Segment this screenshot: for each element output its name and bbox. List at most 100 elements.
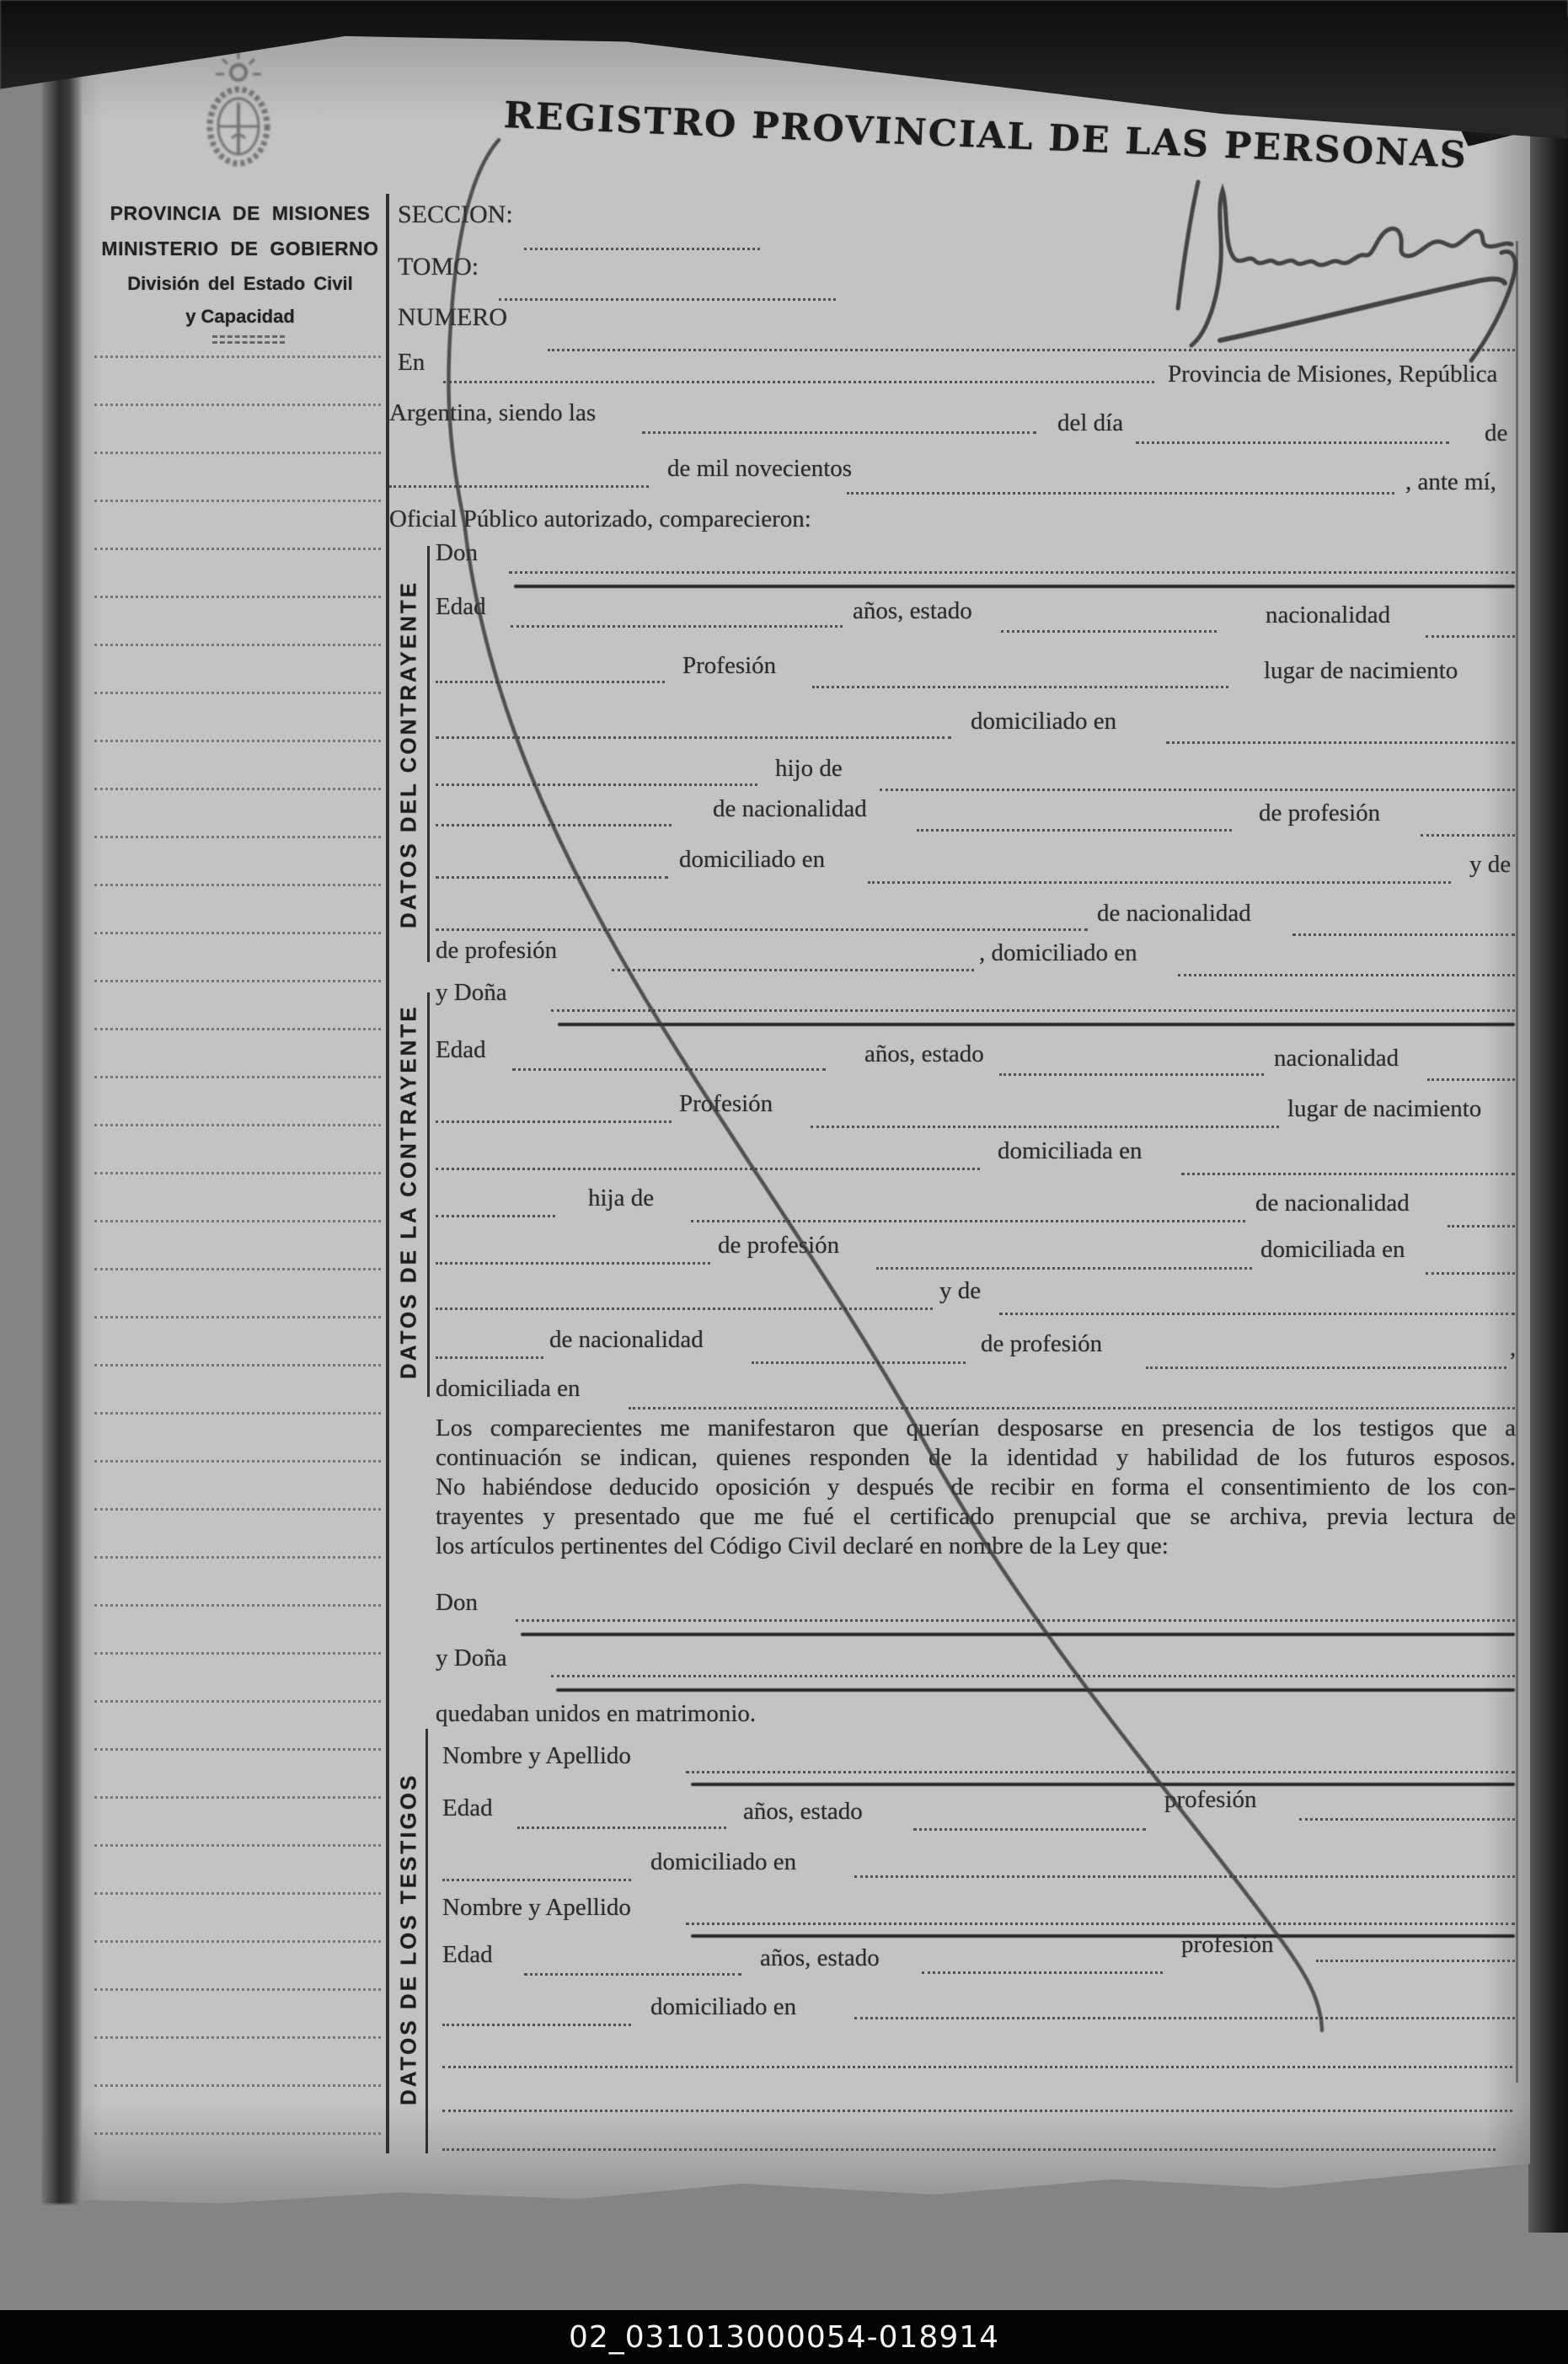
margin-note-line	[94, 1220, 381, 1222]
form-label: domiciliada en	[998, 1137, 1143, 1164]
form-label: nacionalidad	[1266, 602, 1391, 628]
margin-note-line	[94, 980, 381, 982]
blank-dotted-line	[436, 1308, 933, 1310]
margin-note-line	[94, 932, 381, 934]
blank-dotted-line	[1181, 1173, 1515, 1175]
form-label: de nacionalidad	[713, 795, 867, 822]
margin-note-line	[94, 2084, 381, 2087]
form-label: domiciliado en	[679, 846, 826, 873]
blank-dotted-line	[1426, 1272, 1515, 1275]
coat-of-arms-crest	[206, 52, 270, 167]
margin-note-line	[94, 1700, 381, 1703]
form-label: Edad	[442, 1941, 493, 1968]
blank-dotted-line	[629, 1407, 1515, 1409]
blank-dotted-line	[442, 2066, 1512, 2068]
margin-note-line	[94, 596, 381, 598]
blank-dotted-line	[642, 431, 1036, 434]
form-label: de nacionalidad	[1255, 1190, 1410, 1217]
blank-dotted-line	[880, 789, 1515, 791]
blank-dotted-line	[847, 492, 1394, 495]
scan-footer-bar: 02_031013000054-018914	[0, 2310, 1568, 2364]
blank-dotted-line	[436, 681, 665, 683]
letterhead-province: PROVINCIA DE MISIONES	[110, 202, 371, 224]
form-label: hijo de	[775, 755, 843, 782]
form-label: de profesión	[436, 937, 558, 964]
form-label: de nacionalidad	[1097, 900, 1251, 927]
blank-dotted-line	[517, 1826, 726, 1829]
name-rule-line	[556, 1688, 1515, 1692]
form-label: y de	[1469, 851, 1512, 878]
form-label: de	[1485, 420, 1508, 447]
form-label: Don	[436, 1589, 478, 1616]
form-label: domiciliada en	[436, 1375, 581, 1402]
margin-note-line	[94, 404, 381, 406]
book-binding-left	[42, 30, 81, 2204]
blank-dotted-line	[551, 1675, 1515, 1677]
letterhead-division: División del Estado Civil	[127, 273, 353, 294]
blank-dotted-line	[854, 2017, 1515, 2019]
blank-dotted-line	[1136, 441, 1449, 444]
blank-dotted-line	[436, 876, 668, 879]
blank-dotted-line	[436, 928, 1088, 931]
margin-note-line	[94, 1652, 381, 1655]
blank-dotted-line	[868, 881, 1451, 884]
blank-dotted-line	[436, 1262, 710, 1265]
blank-dotted-line	[811, 1126, 1279, 1128]
margin-note-line	[94, 1028, 381, 1030]
letterhead-capacidad: y Capacidad	[185, 306, 295, 327]
margin-note-line	[94, 548, 381, 550]
form-label: y Doña	[436, 1645, 507, 1671]
margin-note-line	[94, 1460, 381, 1463]
blank-dotted-line	[1001, 630, 1217, 633]
form-label: TOMO:	[398, 253, 479, 281]
margin-note-line	[94, 1316, 381, 1318]
annulment-diagonal-stroke	[447, 137, 1325, 2033]
blank-dotted-line	[524, 248, 760, 250]
form-label: de profesión	[1259, 800, 1381, 826]
form-label: quedaban unidos en matrimonio.	[436, 1700, 757, 1727]
name-rule-line	[558, 1023, 1515, 1026]
blank-dotted-line	[389, 485, 649, 488]
blank-dotted-line	[436, 784, 757, 786]
blank-dotted-line	[1146, 1367, 1506, 1369]
declaration-paragraph-line: los artículos pertinentes del Código Civ…	[436, 1532, 1169, 1559]
margin-note-line	[94, 1844, 381, 1847]
book-edge-right	[1528, 17, 1568, 2233]
margin-note-line	[94, 884, 381, 886]
blank-dotted-line	[516, 1619, 1515, 1622]
margin-note-line	[94, 1892, 381, 1895]
form-label: domiciliado en	[650, 1848, 797, 1875]
blank-dotted-line	[443, 381, 1154, 383]
form-label: Nombre y Apellido	[442, 1894, 631, 1921]
margin-note-line	[94, 692, 381, 694]
blank-dotted-line	[436, 1168, 980, 1170]
blank-dotted-line	[1292, 933, 1515, 936]
form-label: años, estado	[743, 1798, 863, 1825]
form-label: Edad	[442, 1794, 493, 1821]
form-label: años, estado	[853, 597, 972, 624]
form-label: de nacionalidad	[549, 1326, 704, 1353]
form-paper-sheet	[42, 30, 1530, 2204]
blank-dotted-line	[524, 1973, 741, 1976]
letterhead-ministry: MINISTERIO DE GOBIERNO	[101, 238, 379, 259]
form-label: lugar de nacimiento	[1264, 657, 1458, 684]
form-label: domiciliado en	[971, 708, 1117, 735]
margin-note-line	[94, 1172, 381, 1174]
form-left-border	[386, 194, 389, 2153]
blank-dotted-line	[854, 1875, 1515, 1878]
margin-note-line	[94, 2036, 381, 2039]
form-label: años, estado	[864, 1040, 984, 1067]
form-label: En	[398, 349, 425, 376]
blank-dotted-line	[917, 829, 1232, 832]
blank-dotted-line	[436, 1356, 543, 1359]
blank-dotted-line	[1178, 974, 1515, 976]
blank-dotted-line	[876, 1267, 1252, 1270]
blank-dotted-line	[691, 1220, 1245, 1222]
declaration-paragraph-line: No habiéndose deducido oposición y despu…	[436, 1473, 1516, 1500]
form-label: Profesión	[679, 1090, 773, 1117]
margin-note-line	[94, 1508, 381, 1511]
letterhead: PROVINCIA DE MISIONES MINISTERIO DE GOBI…	[99, 202, 381, 328]
blank-dotted-line	[548, 349, 1515, 351]
margin-note-line	[94, 1076, 381, 1078]
form-label: Nombre y Apellido	[442, 1742, 631, 1769]
